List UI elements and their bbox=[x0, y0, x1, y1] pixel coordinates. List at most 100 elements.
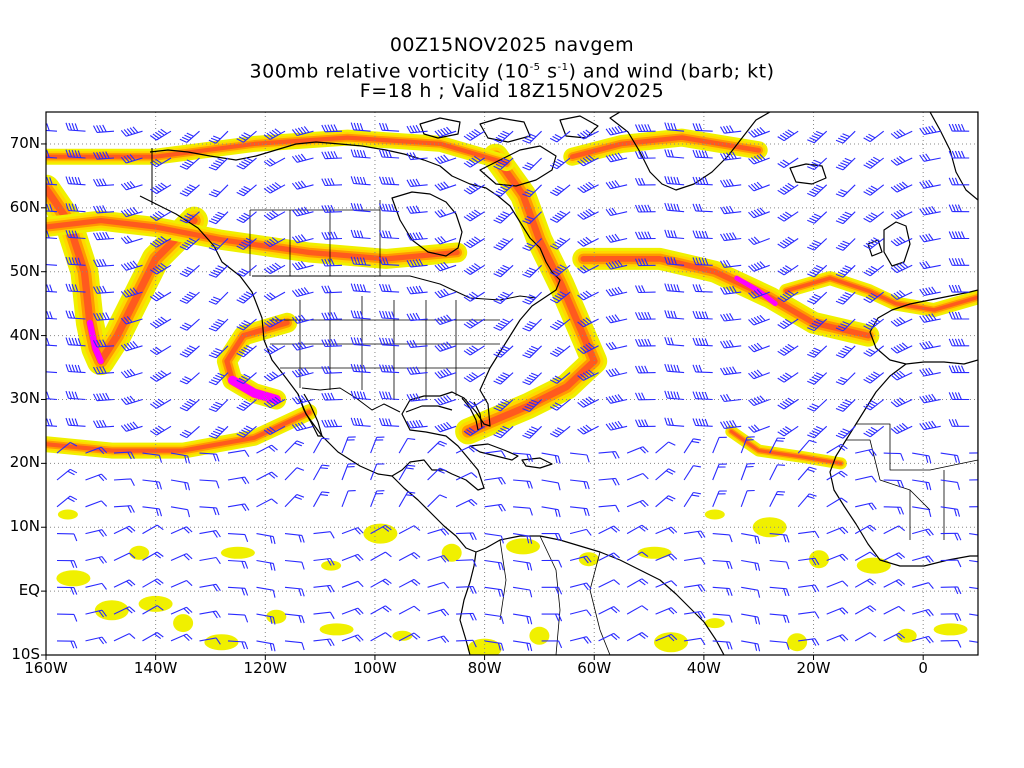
wind-barb bbox=[85, 446, 108, 455]
wind-barb bbox=[541, 640, 563, 649]
lon-label: 100W bbox=[353, 659, 397, 677]
wind-barb bbox=[256, 559, 276, 571]
wind-barb bbox=[46, 418, 58, 427]
wind-barb bbox=[835, 184, 856, 198]
wind-barb bbox=[940, 452, 961, 464]
wind-barb bbox=[692, 230, 713, 240]
wind-barb bbox=[683, 491, 701, 508]
wind-barb bbox=[46, 262, 58, 266]
wind-barb bbox=[655, 441, 676, 454]
wind-barb bbox=[863, 345, 885, 357]
title-field-text-a: 300mb relative vorticity (10 bbox=[249, 60, 530, 83]
wind-barb bbox=[179, 291, 200, 304]
wind-barb bbox=[777, 343, 799, 356]
wind-barb bbox=[208, 130, 229, 144]
wind-barb bbox=[227, 613, 249, 623]
wind-barb bbox=[179, 345, 200, 358]
wind-barb bbox=[208, 211, 229, 225]
wind-barb bbox=[208, 399, 229, 413]
wind-barb bbox=[549, 157, 571, 170]
wind-barb bbox=[398, 552, 421, 561]
wind-barb bbox=[664, 202, 685, 213]
wind-barb bbox=[684, 610, 706, 619]
wind-barb bbox=[284, 440, 305, 454]
wind-barb bbox=[406, 366, 428, 375]
wind-barb bbox=[406, 232, 428, 241]
wind-barb bbox=[313, 491, 330, 508]
wind-barb bbox=[748, 369, 770, 380]
wind-barb bbox=[378, 122, 400, 132]
wind-barb bbox=[854, 578, 877, 588]
south-america-coastline bbox=[459, 535, 725, 655]
wind-barb bbox=[493, 345, 514, 358]
wind-barb bbox=[664, 283, 685, 293]
wind-barb bbox=[284, 533, 305, 543]
wind-barb bbox=[321, 204, 343, 213]
wind-barb bbox=[65, 337, 86, 347]
wind-barb bbox=[549, 345, 571, 357]
vorticity-tropical-patch bbox=[56, 570, 91, 587]
wind-barb bbox=[406, 393, 428, 402]
wind-barb bbox=[406, 178, 428, 187]
vorticity-band-european-trough-level4 bbox=[784, 276, 978, 312]
vorticity-tropical-patch bbox=[787, 633, 808, 652]
wind-barb bbox=[113, 478, 135, 486]
wind-barb bbox=[378, 176, 400, 186]
wind-barb bbox=[798, 638, 820, 646]
wind-barb bbox=[912, 452, 932, 464]
wind-barb bbox=[313, 557, 335, 566]
wind-barb bbox=[65, 283, 86, 293]
wind-barb bbox=[179, 130, 200, 143]
wind-barb bbox=[427, 635, 450, 644]
wind-barb bbox=[56, 559, 78, 569]
wind-barb bbox=[720, 205, 742, 215]
wind-barb bbox=[919, 420, 941, 431]
wind-barb bbox=[321, 392, 343, 401]
wind-barb bbox=[664, 310, 685, 320]
wind-barb bbox=[46, 311, 58, 320]
wind-barb bbox=[263, 396, 286, 409]
wind-barb bbox=[93, 205, 115, 214]
wind-barb bbox=[826, 443, 848, 454]
wind-barb bbox=[863, 399, 885, 411]
wind-barb bbox=[199, 479, 220, 489]
wind-barb bbox=[142, 452, 163, 463]
wind-barb bbox=[720, 232, 742, 242]
wind-barb bbox=[577, 424, 599, 435]
wind-barb bbox=[912, 479, 932, 491]
wind-barb bbox=[541, 613, 563, 622]
wind-barb bbox=[605, 233, 628, 243]
wind-barb bbox=[720, 151, 742, 161]
wind-barb bbox=[65, 122, 86, 132]
vorticity-band-north-atlantic-jet-level4 bbox=[580, 256, 872, 339]
vorticity-tropical-patch bbox=[704, 509, 725, 520]
wind-barb bbox=[948, 258, 970, 266]
wind-barb bbox=[890, 209, 913, 220]
wind-barb bbox=[549, 399, 571, 411]
wind-barb bbox=[341, 436, 356, 454]
wind-barb bbox=[522, 264, 542, 278]
wind-barb bbox=[208, 372, 229, 386]
wind-barb bbox=[883, 579, 906, 588]
wind-barb bbox=[463, 155, 485, 168]
wind-barb bbox=[863, 291, 885, 304]
wind-barb bbox=[65, 390, 86, 401]
wind-barb bbox=[692, 123, 713, 132]
wind-barb bbox=[919, 125, 941, 136]
wind-barb bbox=[170, 553, 193, 562]
wind-barb bbox=[807, 372, 828, 385]
wind-barb bbox=[463, 291, 485, 302]
wind-barb bbox=[577, 369, 599, 381]
title-field-text-b: s bbox=[540, 60, 558, 83]
wind-barb bbox=[577, 236, 599, 247]
wind-barb bbox=[456, 612, 477, 621]
wind-barb bbox=[855, 502, 877, 511]
wind-barb bbox=[236, 425, 257, 438]
lat-label: 20N bbox=[9, 453, 40, 472]
wind-barb bbox=[284, 640, 305, 651]
wind-barb bbox=[769, 437, 786, 454]
wind-barb bbox=[350, 149, 371, 159]
wind-barb bbox=[740, 463, 755, 481]
wind-barb bbox=[712, 490, 727, 508]
wind-barb bbox=[350, 363, 371, 374]
